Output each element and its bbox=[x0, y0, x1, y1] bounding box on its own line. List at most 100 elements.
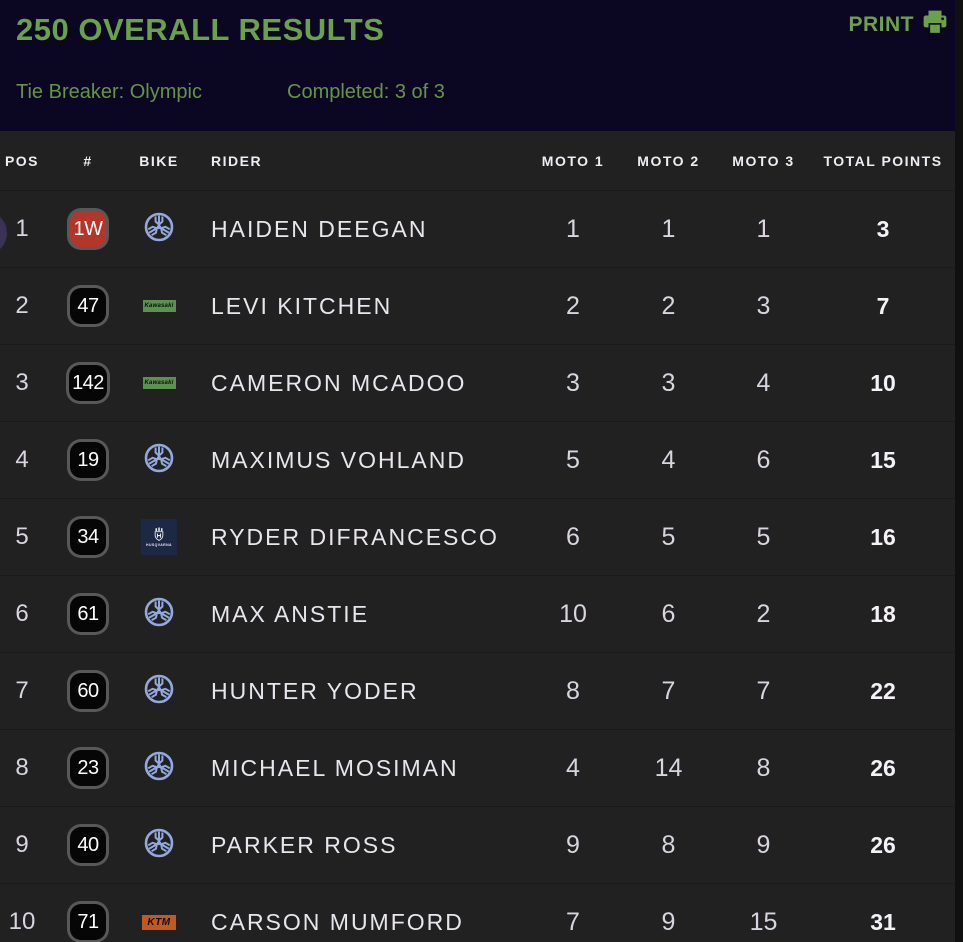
column-header-bike: BIKE bbox=[139, 152, 179, 169]
tie-breaker-label: Tie Breaker: Olympic bbox=[16, 81, 202, 103]
kawasaki-wordmark: Kawasaki bbox=[144, 303, 174, 309]
rider-name: HUNTER YODER bbox=[211, 677, 419, 704]
column-header-total-points: TOTAL POINTS bbox=[823, 152, 943, 169]
column-header-moto2: MOTO 2 bbox=[637, 152, 700, 169]
rider-number-badge: 47 bbox=[70, 288, 106, 324]
rider-number-cell: 60 bbox=[44, 673, 132, 709]
bike-brand-cell: HUSQVARNA bbox=[132, 519, 186, 555]
rider-number-cell: 23 bbox=[44, 750, 132, 786]
position-value: 1 bbox=[15, 215, 29, 242]
rider-name: MICHAEL MOSIMAN bbox=[211, 754, 459, 781]
table-row: 3 142 Kawasaki CAMERON MCADOO 3 3 4 10 bbox=[0, 344, 955, 421]
rider-number-badge: 34 bbox=[70, 519, 106, 555]
total-points-value: 10 bbox=[870, 369, 896, 396]
moto1-value: 10 bbox=[559, 599, 587, 628]
rider-number-badge: 19 bbox=[70, 442, 106, 478]
kawasaki-wordmark: Kawasaki bbox=[144, 380, 174, 386]
bike-brand-cell bbox=[132, 827, 186, 864]
moto2-value: 1 bbox=[661, 214, 676, 243]
total-points-value: 15 bbox=[870, 446, 896, 473]
column-header-rider: RIDER bbox=[211, 152, 263, 169]
table-row: 10 71 KTM CARSON MUMFORD 7 9 15 31 bbox=[0, 883, 955, 942]
total-points-value: 3 bbox=[876, 215, 890, 242]
table-body: 1 1W HAIDEN DEEGAN 1 bbox=[0, 190, 955, 942]
printer-icon bbox=[922, 10, 948, 40]
kawasaki-icon: Kawasaki bbox=[142, 377, 176, 389]
moto2-value: 8 bbox=[661, 830, 676, 859]
table-row: 9 40 PARKER ROSS 9 bbox=[0, 806, 955, 883]
moto1-value: 8 bbox=[566, 676, 580, 705]
moto1-value: 2 bbox=[566, 291, 580, 320]
edge-circle-partial[interactable] bbox=[0, 211, 7, 255]
moto1-value: 9 bbox=[566, 830, 580, 859]
total-points-value: 22 bbox=[870, 677, 896, 704]
results-table: POS # BIKE RIDER MOTO 1 MOTO 2 MOTO 3 TO… bbox=[0, 131, 955, 942]
rider-number-badge: 40 bbox=[70, 827, 106, 863]
total-points-value: 16 bbox=[870, 523, 896, 550]
scrollbar[interactable] bbox=[955, 0, 963, 942]
moto3-value: 3 bbox=[756, 291, 771, 320]
page-title: 250 OVERALL RESULTS bbox=[16, 12, 385, 47]
bike-brand-cell bbox=[132, 596, 186, 633]
bike-brand-cell: KTM bbox=[132, 914, 186, 930]
moto2-value: 14 bbox=[654, 753, 683, 782]
rider-number-cell: 40 bbox=[44, 827, 132, 863]
rider-number-badge: 60 bbox=[70, 673, 106, 709]
bike-brand-cell: Kawasaki bbox=[132, 300, 186, 312]
column-header-moto1: MOTO 1 bbox=[541, 152, 605, 169]
rider-number-cell: 47 bbox=[44, 288, 132, 324]
rider-number-cell: 142 bbox=[44, 365, 132, 401]
total-points-value: 18 bbox=[870, 600, 896, 627]
column-header-number: # bbox=[83, 152, 93, 169]
total-points-value: 26 bbox=[870, 754, 896, 781]
ktm-icon: KTM bbox=[142, 914, 176, 930]
moto2-value: 7 bbox=[661, 676, 676, 705]
moto3-value: 5 bbox=[756, 522, 771, 551]
rider-name: PARKER ROSS bbox=[211, 831, 398, 858]
moto3-value: 1 bbox=[756, 214, 771, 243]
column-header-moto3: MOTO 3 bbox=[732, 152, 795, 169]
rider-name: LEVI KITCHEN bbox=[211, 292, 393, 319]
print-button-label: PRINT bbox=[848, 13, 914, 36]
table-row: 5 34 HUSQVARNA RYDER DIFRANCESCO 6 5 5 1… bbox=[0, 498, 955, 575]
rider-number-cell: 61 bbox=[44, 596, 132, 632]
moto1-value: 7 bbox=[566, 907, 580, 936]
yamaha-icon bbox=[143, 211, 175, 248]
table-header-row: POS # BIKE RIDER MOTO 1 MOTO 2 MOTO 3 TO… bbox=[0, 131, 955, 190]
rider-name: HAIDEN DEEGAN bbox=[211, 215, 428, 242]
page-header: 250 OVERALL RESULTS PRINT Tie Breaker: O… bbox=[0, 0, 955, 131]
total-points-value: 31 bbox=[870, 908, 896, 935]
moto3-value: 7 bbox=[756, 676, 771, 705]
rider-name: MAXIMUS VOHLAND bbox=[211, 446, 466, 473]
moto3-value: 8 bbox=[756, 753, 771, 782]
position-value: 3 bbox=[15, 369, 29, 396]
moto3-value: 9 bbox=[756, 830, 771, 859]
moto1-value: 6 bbox=[566, 522, 580, 551]
bike-brand-cell: Kawasaki bbox=[132, 377, 186, 389]
print-button[interactable]: PRINT bbox=[849, 10, 949, 40]
rider-number-cell: 19 bbox=[44, 442, 132, 478]
position-value: 2 bbox=[15, 292, 29, 319]
position-value: 6 bbox=[15, 600, 29, 627]
rider-name: CARSON MUMFORD bbox=[211, 908, 464, 935]
yamaha-icon bbox=[143, 827, 175, 864]
husqvarna-icon: HUSQVARNA bbox=[141, 519, 177, 555]
moto1-value: 1 bbox=[566, 214, 580, 243]
rider-number-cell: 71 bbox=[44, 904, 132, 940]
table-row: 4 19 MAXIMUS VOHLAND 5 bbox=[0, 421, 955, 498]
kawasaki-icon: Kawasaki bbox=[142, 300, 176, 312]
yamaha-icon bbox=[143, 596, 175, 633]
moto2-value: 2 bbox=[661, 291, 676, 320]
rider-number-badge: 142 bbox=[69, 365, 107, 401]
yamaha-icon bbox=[143, 750, 175, 787]
husqvarna-wordmark: HUSQVARNA bbox=[146, 543, 172, 547]
moto3-value: 4 bbox=[756, 368, 771, 397]
moto1-value: 3 bbox=[566, 368, 580, 397]
position-value: 10 bbox=[8, 908, 36, 935]
position-value: 8 bbox=[15, 754, 29, 781]
rider-number-badge: 71 bbox=[70, 904, 106, 940]
rider-number-badge: 61 bbox=[70, 596, 106, 632]
table-row: 8 23 MICHAEL MOSIMAN 4 bbox=[0, 729, 955, 806]
rider-name: CAMERON MCADOO bbox=[211, 369, 467, 396]
